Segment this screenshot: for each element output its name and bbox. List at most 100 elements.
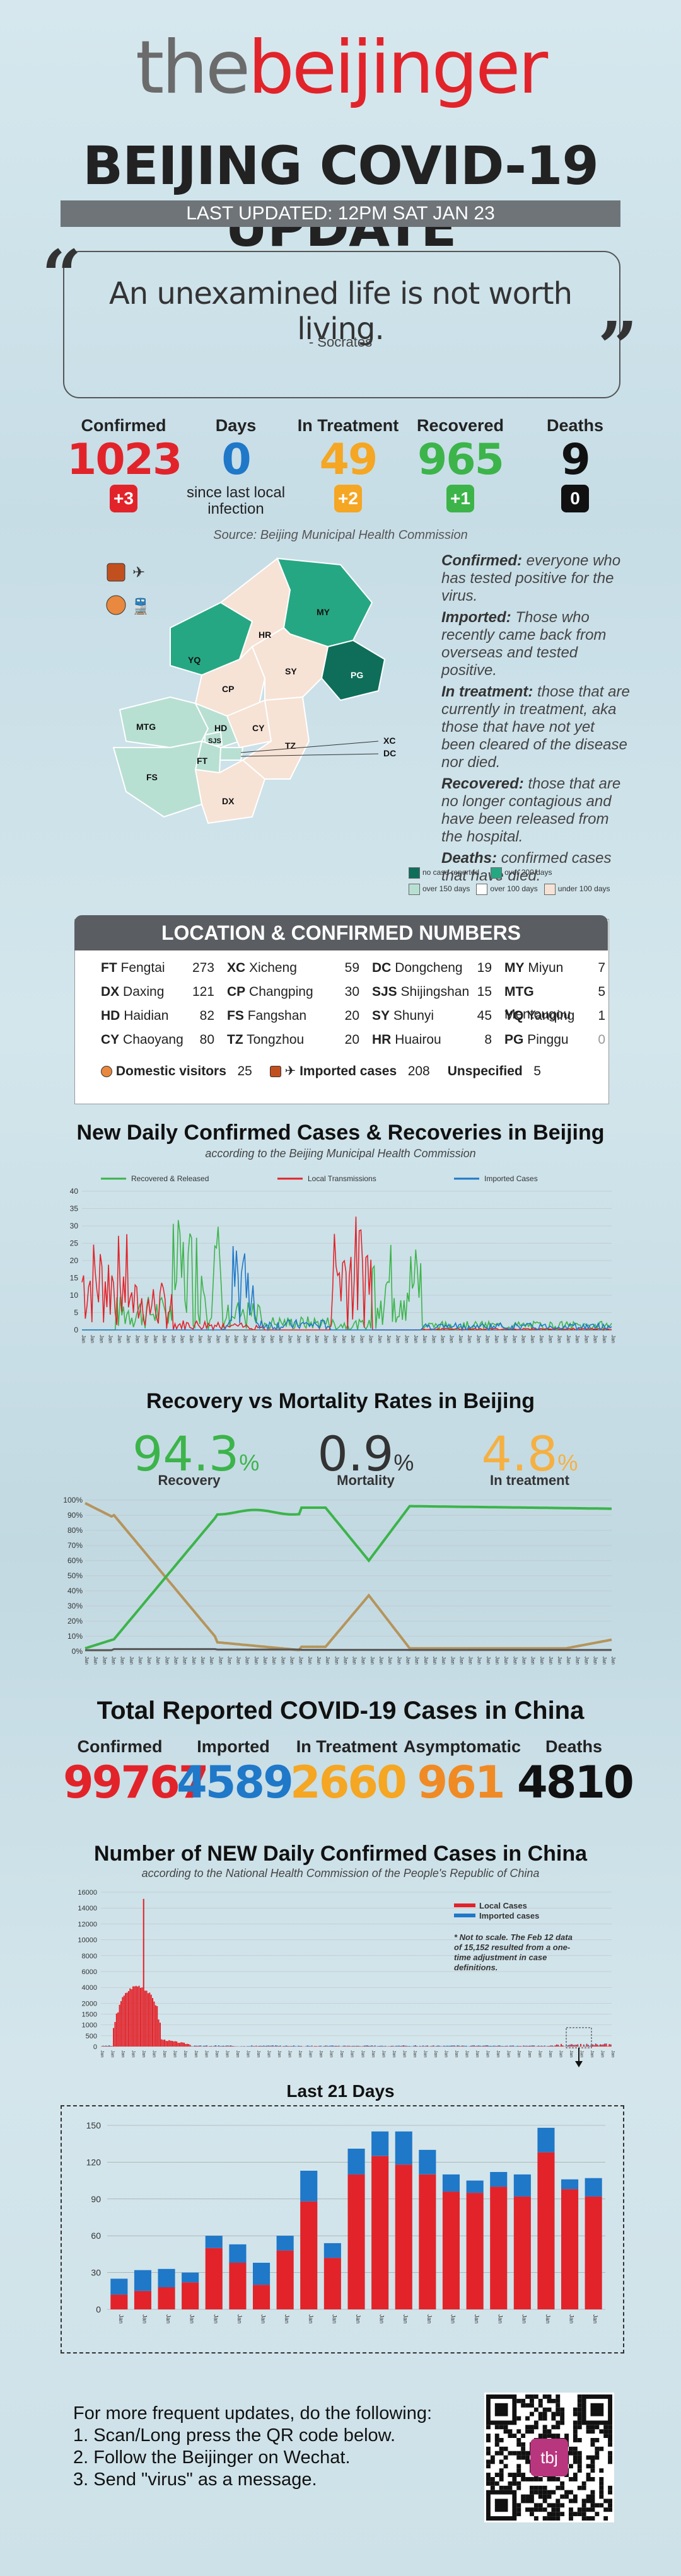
bar-local	[267, 2046, 269, 2047]
qr-module	[538, 2485, 543, 2490]
qr-module	[533, 2490, 538, 2495]
qr-module	[525, 2425, 530, 2430]
qr-module	[608, 2451, 612, 2456]
qr-module	[590, 2503, 595, 2508]
qr-module	[590, 2425, 595, 2430]
qr-module	[499, 2459, 504, 2464]
qr-module	[521, 2494, 526, 2499]
qr-module	[556, 2485, 561, 2490]
x-tick-label: Jan	[224, 2050, 229, 2057]
bar-imported	[497, 2045, 499, 2047]
qr-module	[512, 2451, 517, 2456]
bar-local	[132, 1986, 134, 2047]
qr-module	[494, 2425, 499, 2430]
qr-module	[556, 2512, 561, 2517]
bar-local	[484, 2046, 486, 2047]
qr-module	[533, 2477, 538, 2481]
x-tick-label: Jan	[422, 1335, 428, 1343]
bar-local	[485, 2046, 487, 2047]
qr-module	[542, 2434, 547, 2438]
x-tick-label: Jan	[590, 2050, 594, 2057]
qr-module	[586, 2507, 591, 2512]
qr-module	[569, 2490, 573, 2495]
bar-local	[110, 2294, 128, 2309]
x-tick-label: Jan	[152, 2050, 156, 2057]
bar-local	[598, 2046, 600, 2047]
bar-local	[255, 2046, 257, 2047]
bar-imported	[326, 2045, 328, 2047]
x-tick-label: Jan	[131, 2050, 136, 2057]
y-tick-label: 50%	[67, 1571, 83, 1580]
y-tick-label: 20%	[67, 1617, 83, 1626]
bar-imported	[445, 2046, 446, 2047]
qr-module	[542, 2494, 547, 2499]
qr-module	[577, 2420, 582, 2425]
x-tick-label: Jan	[298, 1656, 304, 1665]
district-count: 121	[192, 985, 214, 999]
x-tick-label: Jan	[569, 2050, 573, 2057]
bar-local	[453, 2046, 455, 2047]
bar-local	[487, 2046, 489, 2047]
bar-local	[135, 1985, 137, 2047]
qr-module	[533, 2485, 538, 2490]
def-in-treatment: In treatment: those that are currently i…	[441, 683, 631, 771]
bar-local	[138, 1985, 140, 2047]
qr-module	[525, 2477, 530, 2481]
bar-imported	[267, 2045, 269, 2047]
series-recovery	[84, 1505, 612, 1650]
treatment-rate: 4.8%	[467, 1426, 593, 1482]
qr-module	[577, 2407, 582, 2412]
legend-label: Local Cases	[479, 1901, 527, 1910]
bar-local	[293, 2046, 295, 2047]
legend-swatch	[454, 1903, 475, 1907]
bar-imported	[537, 2127, 555, 2152]
bar-imported	[397, 2045, 399, 2047]
bar-local	[170, 2040, 172, 2047]
bar-local	[254, 2046, 256, 2047]
qr-code-pattern	[486, 2394, 612, 2521]
bar-local	[381, 2046, 383, 2047]
bar-local	[123, 1996, 125, 2047]
bar-local	[574, 2045, 576, 2047]
def-confirmed: Confirmed: everyone who has tested posit…	[441, 552, 631, 605]
bar-local	[513, 2196, 531, 2309]
qr-module	[516, 2485, 521, 2490]
bar-local	[134, 1986, 136, 2047]
bar-imported	[466, 2180, 484, 2193]
bar-imported	[595, 2043, 597, 2045]
qr-module	[577, 2438, 582, 2442]
x-tick-label: Jan	[498, 2314, 504, 2324]
bar-local	[342, 2046, 344, 2047]
district-name: DX Daxing	[101, 985, 165, 999]
qr-module	[508, 2481, 513, 2486]
bar-imported	[105, 2045, 107, 2047]
qr-module	[508, 2429, 513, 2434]
bar-imported	[365, 2045, 367, 2047]
x-tick-label: Jan	[511, 1335, 517, 1343]
bar-imported	[298, 2045, 300, 2047]
tot-value: 961	[417, 1757, 505, 1808]
bar-local	[206, 2046, 207, 2047]
bar-imported	[473, 2045, 475, 2047]
bar-imported	[248, 2046, 250, 2047]
qr-module	[486, 2434, 491, 2438]
bar-local	[228, 2046, 230, 2047]
bar-imported	[571, 2044, 573, 2045]
bar-local	[527, 2046, 529, 2047]
bar-imported	[344, 2045, 346, 2047]
stat-value: 49	[319, 435, 378, 485]
x-tick-label: Jan	[182, 1656, 188, 1665]
bar-imported	[451, 2045, 453, 2047]
qr-module	[530, 2498, 534, 2504]
bar-imported	[490, 2172, 508, 2187]
bar-imported	[247, 2046, 248, 2047]
bar-imported	[308, 2045, 310, 2047]
qr-code[interactable]: tbj	[484, 2393, 614, 2522]
x-tick-label: Jan	[162, 2050, 166, 2057]
x-tick-label: Jan	[530, 1335, 535, 1343]
bar-imported	[465, 2045, 467, 2047]
bar-local	[290, 2046, 292, 2047]
qr-module	[590, 2459, 595, 2464]
x-tick-label: Jan	[280, 1656, 286, 1665]
district-count: 45	[477, 1008, 492, 1023]
